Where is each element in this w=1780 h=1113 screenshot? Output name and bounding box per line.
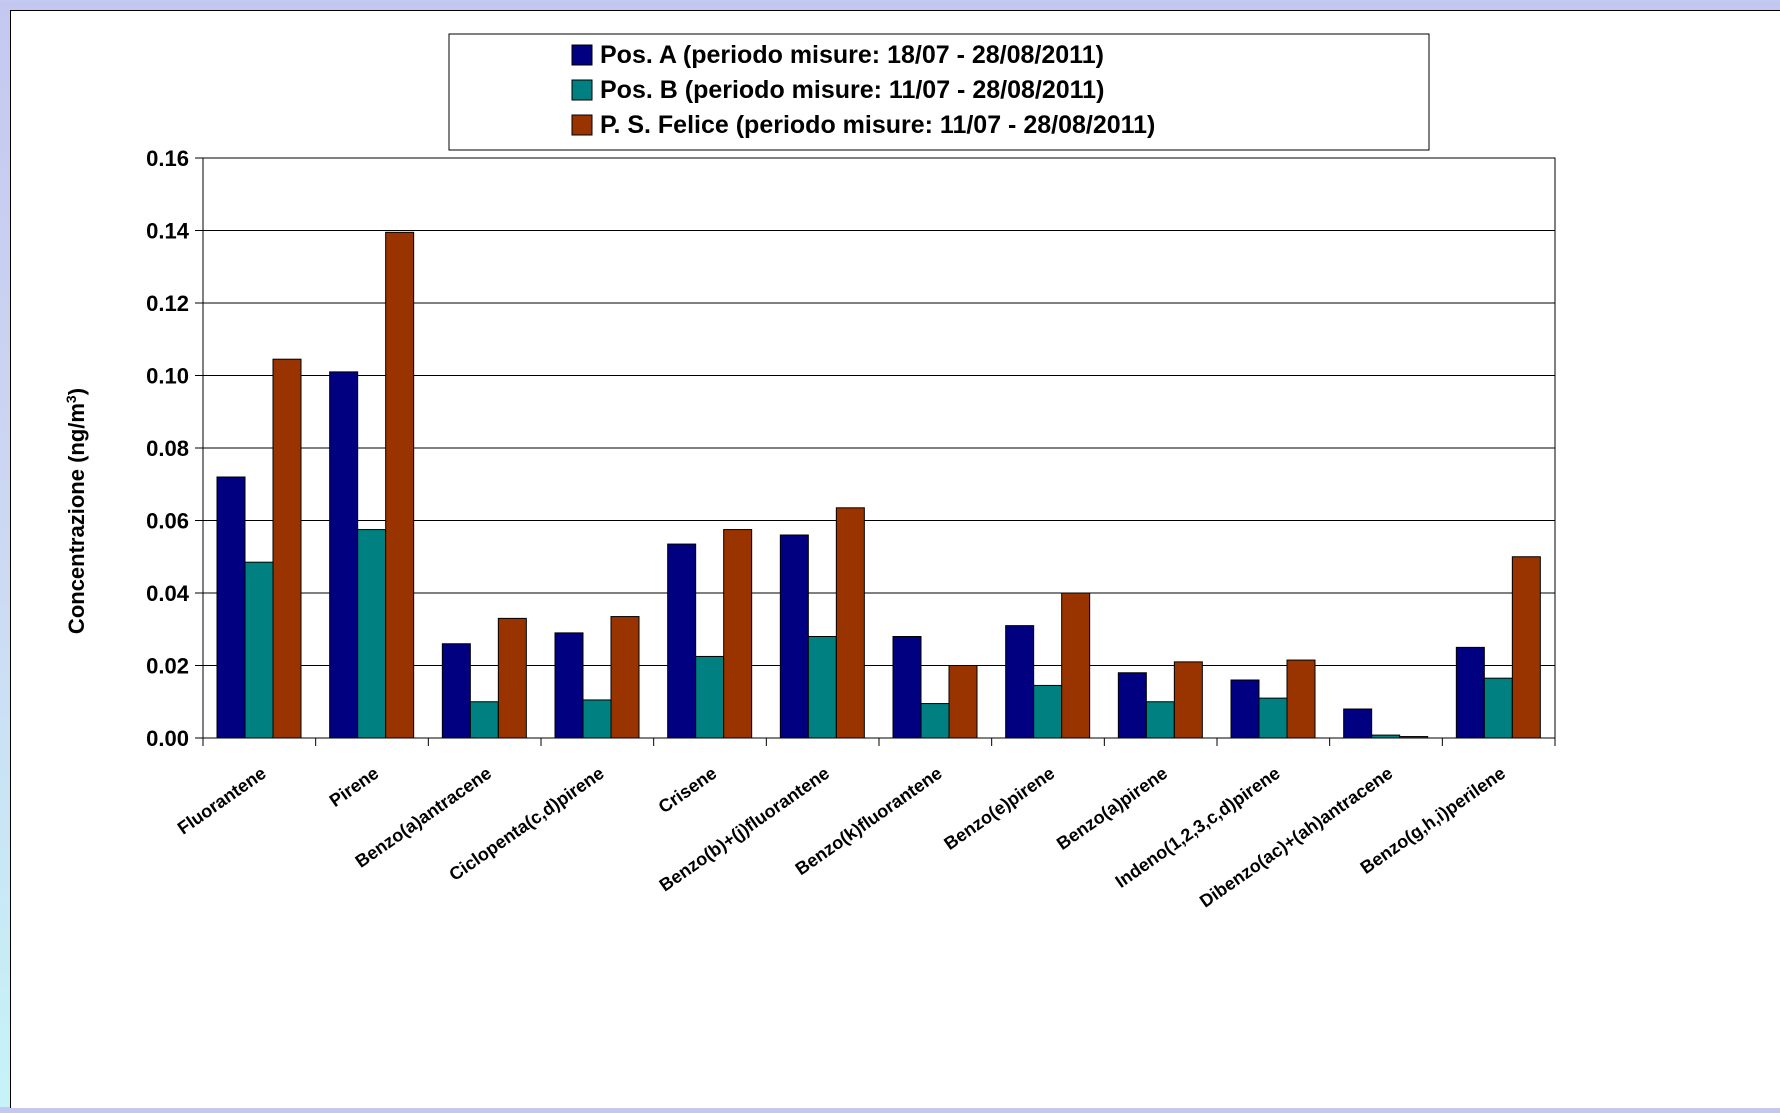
bar-1-2 (329, 371, 359, 739)
bar-3-12 (1511, 556, 1541, 739)
bar-1-5 (667, 543, 697, 739)
x-tick-label: Benzo(e)pirene (940, 763, 1058, 854)
bar-3-6 (835, 507, 865, 739)
x-axis: Fluorantene PireneBenzo(a)antraceneCiclop… (174, 738, 1556, 912)
bar-3-2 (385, 231, 415, 739)
legend-swatch-3 (571, 114, 593, 136)
bar-2-9 (1145, 701, 1175, 739)
y-tick-label: 0.08 (146, 436, 189, 461)
bar-3-8 (1061, 592, 1091, 739)
y-axis-label: Concentrazione (ng/m3) (63, 388, 89, 634)
x-tick-label: Pirene (326, 763, 383, 811)
bar-2-4 (582, 699, 612, 739)
y-tick-label: 0.10 (146, 364, 189, 389)
bar-3-3 (497, 617, 527, 739)
legend-label-1: Pos. A (periodo misure: 18/07 - 28/08/20… (600, 41, 1104, 69)
bar-2-8 (1033, 684, 1063, 739)
y-tick-label: 0.14 (146, 219, 190, 244)
bar-1-11 (1343, 708, 1373, 739)
bar-2-11 (1371, 734, 1401, 739)
y-tick-label: 0.12 (146, 291, 189, 316)
y-tick-label: 0.00 (146, 726, 189, 751)
y-axis: 0.00 0.02 0.04 0.06 0.08 0.10 0.12 0.14 0.16 (146, 146, 203, 751)
bar-2-6 (807, 636, 837, 739)
y-tick-label: 0.06 (146, 509, 189, 534)
x-tick-label: Benzo(a)pirene (1053, 763, 1171, 854)
y-tick-label: 0.04 (146, 581, 190, 606)
bar-1-6 (779, 534, 809, 739)
legend-label-3: P. S. Felice (periodo misure: 11/07 - 28… (600, 111, 1155, 139)
bar-1-12 (1455, 646, 1485, 739)
bar-2-10 (1258, 697, 1288, 739)
bar-chart: Pos. A (periodo misure: 18/07 - 28/08/20… (63, 33, 1556, 912)
plot-area (202, 157, 1556, 739)
bar-3-1 (272, 358, 302, 739)
bar-3-11 (1399, 736, 1429, 739)
bar-3-10 (1286, 659, 1316, 739)
bar-3-7 (948, 665, 978, 739)
bar-1-3 (441, 643, 471, 739)
bar-1-7 (892, 636, 922, 739)
x-tick-label: Dibenzo(ac)+(ah)antracene (1196, 763, 1396, 912)
legend-box (448, 33, 1430, 151)
bar-3-4 (610, 616, 640, 739)
y-axis-label-close: ) (64, 388, 89, 395)
bar-2-1 (244, 561, 274, 739)
chart-frame: Pos. A (periodo misure: 18/07 - 28/08/20… (10, 10, 1780, 1108)
bar-3-5 (723, 529, 753, 739)
bar-2-5 (695, 655, 725, 739)
x-tick-label: Fluorantene (174, 763, 270, 838)
y-tick-label: 0.16 (146, 146, 189, 171)
y-axis-label-sup: 3 (63, 395, 79, 403)
bar-1-10 (1230, 679, 1260, 739)
bar-2-12 (1483, 677, 1513, 739)
bar-1-1 (216, 476, 246, 739)
legend-swatch-1 (571, 44, 593, 66)
bar-2-7 (920, 703, 950, 739)
bar-2-2 (357, 529, 387, 739)
bar-3-9 (1173, 661, 1203, 739)
x-tick-label: Crisene (655, 763, 721, 817)
bar-1-8 (1005, 625, 1035, 739)
y-axis-label-text: Concentrazione (ng/m (64, 403, 89, 634)
bar-2-3 (469, 701, 499, 739)
bar-1-4 (554, 632, 584, 739)
legend-label-2: Pos. B (periodo misure: 11/07 - 28/08/20… (600, 76, 1104, 104)
legend-swatch-2 (571, 79, 593, 101)
y-tick-label: 0.02 (146, 654, 189, 679)
legend: Pos. A (periodo misure: 18/07 - 28/08/20… (448, 33, 1430, 151)
bar-1-9 (1117, 672, 1147, 739)
